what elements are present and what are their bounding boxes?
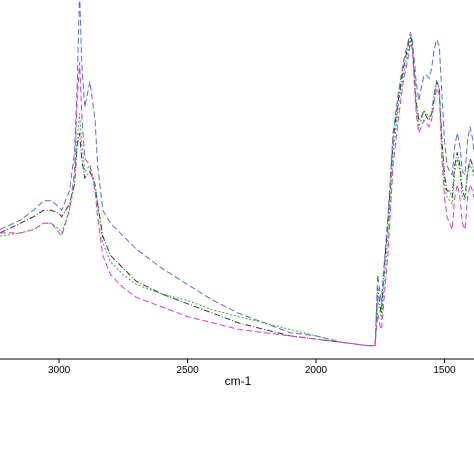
x-tick-label: 1500 — [433, 365, 456, 376]
spectrum-series-2 — [0, 0, 474, 347]
spectrum-series-1 — [0, 34, 474, 347]
x-tick-label: 2500 — [176, 365, 199, 376]
spectrum-series-3 — [0, 39, 474, 347]
x-tick-label: 2000 — [305, 365, 328, 376]
series-layer — [0, 0, 474, 347]
x-tick-layer: 3000 2500 2000 1500 — [48, 359, 456, 376]
x-axis-label: cm-1 — [225, 374, 252, 388]
spectrum-series-4 — [0, 42, 474, 347]
x-tick-label: 3000 — [48, 365, 71, 376]
